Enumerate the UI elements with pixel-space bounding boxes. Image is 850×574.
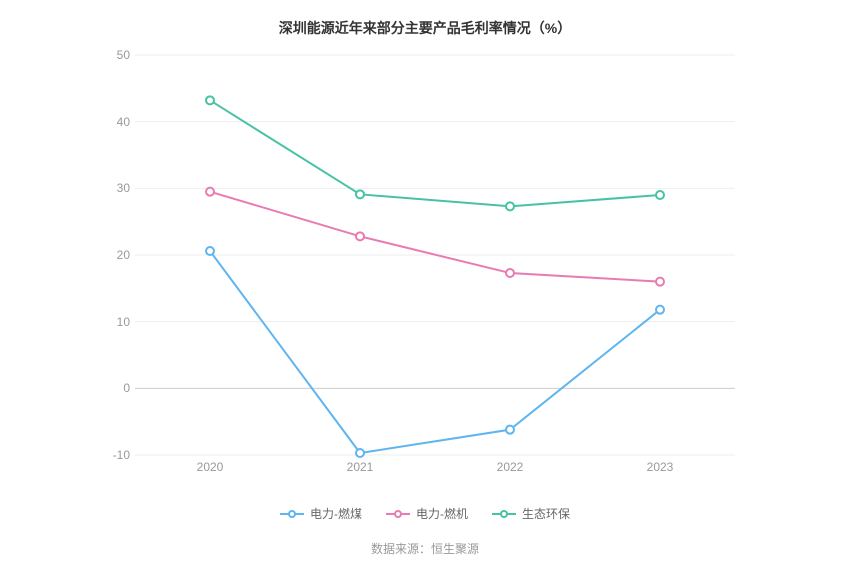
y-tick-label: -10 bbox=[95, 448, 130, 462]
y-tick-label: 10 bbox=[95, 315, 130, 329]
legend: 电力-燃煤 电力-燃机 生态环保 bbox=[0, 505, 850, 522]
data-point[interactable] bbox=[656, 278, 664, 286]
x-tick-label: 2023 bbox=[647, 460, 674, 474]
legend-marker bbox=[386, 508, 410, 520]
y-tick-label: 40 bbox=[95, 115, 130, 129]
data-point[interactable] bbox=[656, 306, 664, 314]
data-point[interactable] bbox=[206, 96, 214, 104]
y-tick-label: 50 bbox=[95, 48, 130, 62]
plot-svg bbox=[135, 55, 735, 455]
y-tick-label: 20 bbox=[95, 248, 130, 262]
y-axis-labels: -1001020304050 bbox=[95, 55, 130, 455]
data-point[interactable] bbox=[206, 188, 214, 196]
legend-label: 生态环保 bbox=[522, 505, 570, 522]
data-point[interactable] bbox=[506, 269, 514, 277]
plot-area bbox=[135, 55, 735, 455]
series-line bbox=[210, 192, 660, 282]
legend-item[interactable]: 电力-燃煤 bbox=[280, 505, 362, 522]
legend-item[interactable]: 电力-燃机 bbox=[386, 505, 468, 522]
legend-marker bbox=[492, 508, 516, 520]
x-axis-labels: 2020 2021 2022 2023 bbox=[135, 460, 735, 480]
data-point[interactable] bbox=[506, 202, 514, 210]
x-tick-label: 2022 bbox=[497, 460, 524, 474]
data-point[interactable] bbox=[506, 426, 514, 434]
data-point[interactable] bbox=[656, 191, 664, 199]
chart-container: 深圳能源近年来部分主要产品毛利率情况（%） -10 0 10 20 30 40 50 202… bbox=[0, 0, 850, 574]
legend-item[interactable]: 生态环保 bbox=[492, 505, 570, 522]
legend-label: 电力-燃机 bbox=[416, 505, 468, 522]
data-point[interactable] bbox=[356, 190, 364, 198]
x-tick-label: 2021 bbox=[347, 460, 374, 474]
legend-label: 电力-燃煤 bbox=[310, 505, 362, 522]
y-tick-label: 0 bbox=[95, 381, 130, 395]
y-tick-label: 30 bbox=[95, 181, 130, 195]
data-point[interactable] bbox=[206, 247, 214, 255]
chart-title: 深圳能源近年来部分主要产品毛利率情况（%） bbox=[0, 0, 850, 38]
source-note: 数据来源：恒生聚源 bbox=[0, 540, 850, 557]
x-tick-label: 2020 bbox=[197, 460, 224, 474]
series-line bbox=[210, 251, 660, 453]
data-point[interactable] bbox=[356, 449, 364, 457]
data-point[interactable] bbox=[356, 232, 364, 240]
series-line bbox=[210, 100, 660, 206]
legend-marker bbox=[280, 508, 304, 520]
